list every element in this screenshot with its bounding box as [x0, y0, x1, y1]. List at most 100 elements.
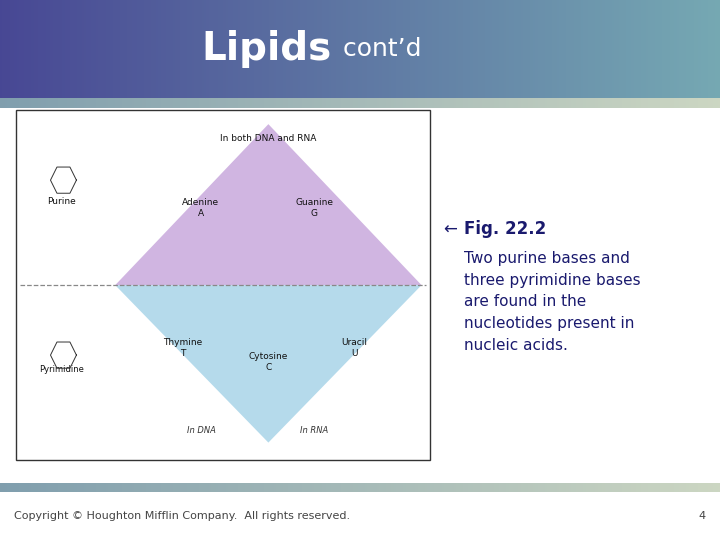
Bar — [648, 98, 650, 108]
Bar — [624, 98, 626, 108]
Bar — [444, 0, 446, 98]
Bar — [698, 0, 701, 98]
Bar — [300, 483, 302, 492]
Bar — [506, 483, 509, 492]
Bar — [302, 483, 305, 492]
Bar — [302, 0, 305, 98]
Bar — [456, 0, 459, 98]
Bar — [94, 483, 96, 492]
Bar — [211, 98, 214, 108]
Bar — [362, 483, 365, 492]
Bar — [377, 483, 379, 492]
Bar — [218, 98, 221, 108]
Bar — [252, 483, 254, 492]
Bar — [161, 483, 163, 492]
Bar — [394, 0, 396, 98]
Bar — [259, 483, 261, 492]
Bar — [480, 0, 482, 98]
Bar — [538, 0, 540, 98]
Bar — [410, 0, 413, 98]
Bar — [434, 483, 437, 492]
Bar — [81, 483, 84, 492]
Bar — [264, 98, 266, 108]
Bar — [585, 483, 588, 492]
Bar — [197, 98, 199, 108]
Bar — [259, 98, 261, 108]
Bar — [158, 98, 161, 108]
Bar — [418, 483, 420, 492]
Bar — [27, 98, 29, 108]
Bar — [113, 483, 115, 492]
Bar — [173, 483, 175, 492]
Bar — [394, 98, 396, 108]
Bar — [689, 98, 691, 108]
Bar — [14, 483, 17, 492]
Bar — [254, 98, 257, 108]
Bar — [225, 483, 228, 492]
Bar — [634, 0, 636, 98]
Bar — [151, 98, 153, 108]
Bar — [533, 0, 535, 98]
Bar — [209, 0, 211, 98]
Bar — [238, 98, 240, 108]
Bar — [115, 98, 117, 108]
Bar — [135, 98, 137, 108]
Bar — [163, 0, 166, 98]
Bar — [185, 98, 187, 108]
Bar — [310, 483, 312, 492]
Bar — [266, 98, 269, 108]
Bar — [279, 0, 281, 98]
Bar — [79, 483, 81, 492]
Bar — [338, 98, 341, 108]
Bar — [482, 483, 485, 492]
Bar — [636, 483, 639, 492]
Bar — [106, 98, 108, 108]
Bar — [240, 0, 243, 98]
Bar — [449, 98, 451, 108]
Bar — [338, 483, 341, 492]
Bar — [686, 483, 689, 492]
Bar — [146, 0, 149, 98]
Bar — [554, 98, 557, 108]
Bar — [315, 98, 317, 108]
Bar — [600, 483, 603, 492]
Bar — [585, 0, 588, 98]
Bar — [266, 0, 269, 98]
Bar — [415, 98, 418, 108]
Bar — [108, 483, 110, 492]
Bar — [243, 0, 245, 98]
Bar — [526, 483, 528, 492]
Bar — [531, 483, 533, 492]
Bar — [698, 98, 701, 108]
Bar — [48, 483, 50, 492]
Bar — [67, 483, 70, 492]
Bar — [254, 0, 257, 98]
Bar — [9, 483, 12, 492]
Bar — [511, 98, 513, 108]
Bar — [135, 0, 137, 98]
Bar — [679, 98, 682, 108]
Bar — [230, 483, 233, 492]
Bar — [559, 0, 562, 98]
Bar — [192, 98, 194, 108]
Bar — [358, 483, 360, 492]
Bar — [410, 98, 413, 108]
Bar — [672, 98, 675, 108]
Bar — [413, 0, 415, 98]
Bar — [518, 483, 521, 492]
Bar — [79, 98, 81, 108]
Bar — [351, 98, 353, 108]
Bar — [103, 483, 106, 492]
Bar — [696, 483, 698, 492]
Bar — [425, 98, 427, 108]
Bar — [178, 0, 180, 98]
Bar — [252, 98, 254, 108]
Bar — [691, 483, 693, 492]
Bar — [554, 0, 557, 98]
Bar — [487, 98, 490, 108]
Bar — [283, 0, 286, 98]
Bar — [703, 483, 706, 492]
Bar — [161, 98, 163, 108]
Bar — [641, 483, 643, 492]
Bar — [526, 98, 528, 108]
